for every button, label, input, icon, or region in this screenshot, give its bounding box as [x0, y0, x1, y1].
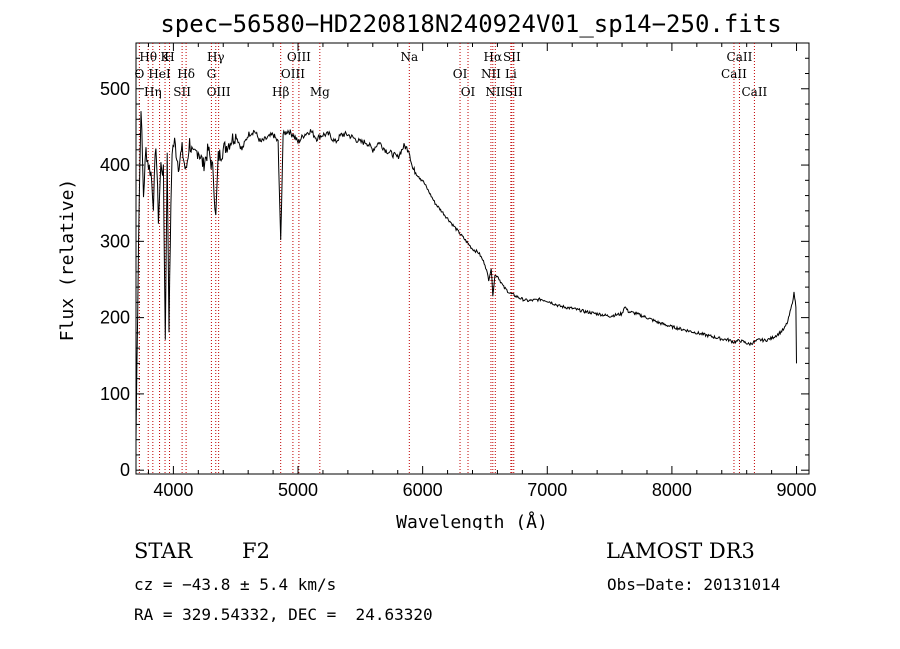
x-tick-label: 5000 [278, 480, 318, 500]
x-tick-label: 6000 [403, 480, 443, 500]
y-tick-label: 500 [100, 79, 130, 99]
line-marker-label: CaII [741, 85, 767, 99]
line-marker-label: Hδ [177, 67, 195, 81]
y-axis-label: Flux (relative) [57, 179, 78, 342]
line-marker-label: Mg [310, 85, 330, 99]
redshift: cz = −43.8 ± 5.4 km/s [134, 575, 337, 594]
y-tick-label: 100 [100, 384, 130, 404]
x-axis-label: Wavelength (Å) [396, 511, 548, 530]
line-marker-label: G [207, 67, 217, 81]
line-marker-label: SII [505, 85, 523, 99]
line-marker-label: SII [503, 50, 521, 64]
survey-name: LAMOST DR3 [606, 539, 755, 563]
coordinates: RA = 329.54332, DEC = 24.63320 [134, 605, 433, 624]
line-marker-label: Hα [484, 50, 503, 64]
line-marker-label: NII [485, 85, 505, 99]
x-tick-label: 4000 [153, 480, 193, 500]
line-marker-label: CaII [727, 50, 753, 64]
line-marker-label: OI [461, 85, 476, 99]
line-marker-label: OI [453, 67, 468, 81]
x-tick-label: 7000 [527, 480, 567, 500]
x-tick-label: 8000 [652, 480, 692, 500]
y-tick-label: 0 [120, 460, 130, 480]
x-tick-label: 9000 [777, 480, 817, 500]
spectrum-chart: spec−56580−HD220818N240924V01_sp14−250.f… [57, 10, 817, 530]
spectrum-line [135, 111, 797, 440]
line-marker-label: NII [481, 67, 501, 81]
line-marker-label: SII [173, 85, 191, 99]
spectral-class: F2 [242, 539, 270, 563]
y-tick-label: 200 [100, 308, 130, 328]
line-marker-labels: HθOHηKHeISIIHHδOIIIHγGHβOIIIOIIIMgNaOIOI… [134, 50, 767, 99]
line-marker-label: Hγ [207, 50, 225, 64]
line-marker-label: OIII [281, 67, 305, 81]
y-tick-label: 300 [100, 231, 130, 251]
line-marker-label: Hη [144, 85, 162, 99]
line-marker-label: HeI [148, 67, 171, 81]
axis-ticks: 4000 5000 6000 7000 8000 9000 0 100 200 300 400 500 [100, 43, 817, 500]
line-marker-label: Li [505, 67, 517, 81]
line-markers [138, 43, 755, 474]
line-marker-label: H [164, 50, 174, 64]
line-marker-label: CaII [721, 67, 747, 81]
line-marker-label: Hβ [272, 85, 289, 99]
line-marker-label: Na [400, 50, 418, 64]
chart-title: spec−56580−HD220818N240924V01_sp14−250.f… [160, 10, 781, 38]
y-tick-label: 400 [100, 155, 130, 175]
line-marker-label: K [161, 50, 171, 64]
line-marker-label: OIII [207, 85, 231, 99]
line-marker-label: Hθ [139, 50, 157, 64]
obs-date: Obs−Date: 20131014 [607, 575, 781, 594]
object-type: STAR [134, 539, 193, 563]
plot-frame [135, 42, 810, 475]
line-marker-label: OIII [287, 50, 311, 64]
